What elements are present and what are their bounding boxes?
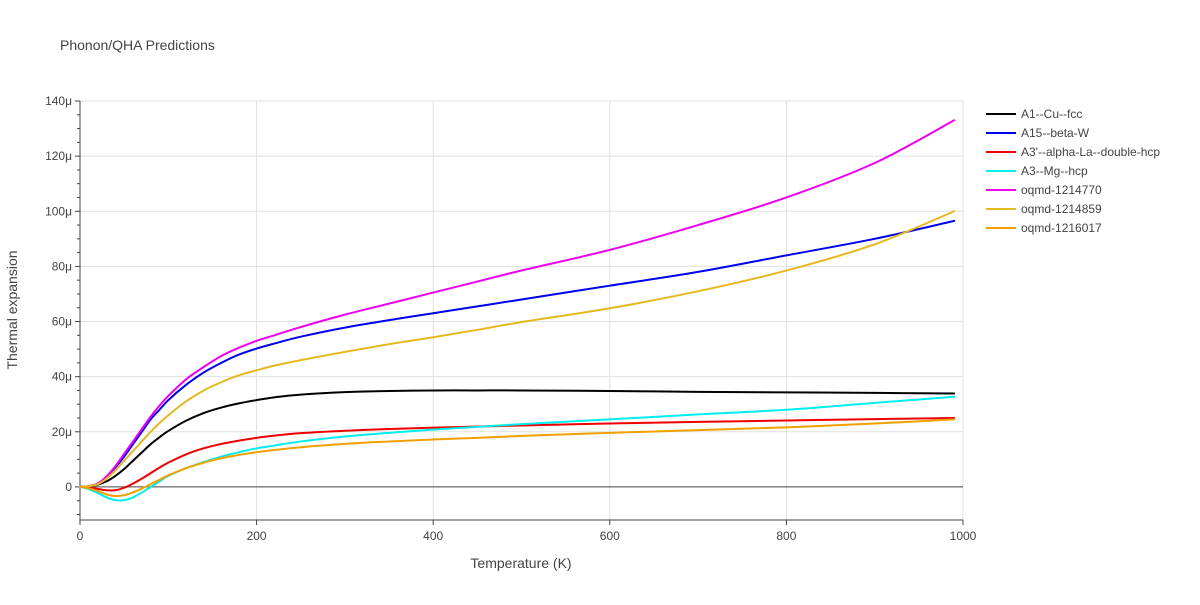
y-tick-label: 40μ	[52, 370, 72, 384]
x-tick-label: 1000	[950, 529, 977, 543]
x-tick-label: 600	[600, 529, 620, 543]
y-tick-label: 20μ	[52, 425, 72, 439]
y-tick-label: 120μ	[45, 149, 72, 163]
legend-label: A3'--alpha-La--double-hcp	[1021, 145, 1160, 159]
series-line-a3-mg-hcp[interactable]	[79, 395, 956, 502]
legend-label: A3--Mg--hcp	[1021, 164, 1088, 178]
grid-lines	[80, 100, 964, 520]
series-line-oqmd-1216017[interactable]	[79, 418, 956, 498]
legend-item[interactable]: A1--Cu--fcc	[986, 107, 1082, 121]
legend-item[interactable]: A3--Mg--hcp	[986, 164, 1088, 178]
series-line-oqmd-1214770[interactable]	[79, 119, 956, 488]
y-tick-label: 60μ	[52, 315, 72, 329]
x-tick-label: 0	[77, 529, 84, 543]
legend-item[interactable]: oqmd-1216017	[986, 221, 1102, 235]
legend-item[interactable]: oqmd-1214770	[986, 183, 1102, 197]
legend[interactable]: A1--Cu--fcc A15--beta-W A3'--alpha-La--dou…	[986, 107, 1160, 235]
y-tick-label: 140μ	[45, 94, 72, 108]
series-line-a3-alpha-la-double-hcp[interactable]	[79, 417, 956, 492]
legend-item[interactable]: A15--beta-W	[986, 126, 1090, 140]
series-line-a1-cu-fcc[interactable]	[79, 389, 956, 488]
axes: 0 200 400 600 800 1000 0 20μ 40μ 60μ 80μ 100μ 120μ 14…	[45, 94, 977, 543]
y-tick-label: 0	[65, 480, 72, 494]
legend-label: oqmd-1214770	[1021, 183, 1102, 197]
y-tick-label: 100μ	[45, 204, 72, 218]
series-line-a15-beta-w[interactable]	[79, 219, 956, 488]
legend-item[interactable]: A3'--alpha-La--double-hcp	[986, 145, 1160, 159]
x-tick-label: 200	[247, 529, 267, 543]
legend-label: A1--Cu--fcc	[1021, 107, 1082, 121]
x-axis-title: Temperature (K)	[470, 555, 571, 571]
x-tick-label: 800	[776, 529, 796, 543]
series-line-oqmd-1214859[interactable]	[79, 210, 956, 488]
legend-item[interactable]: oqmd-1214859	[986, 202, 1102, 216]
x-tick-label: 400	[423, 529, 443, 543]
y-axis-title: Thermal expansion	[4, 250, 20, 369]
legend-label: A15--beta-W	[1021, 126, 1090, 140]
legend-label: oqmd-1214859	[1021, 202, 1102, 216]
legend-label: oqmd-1216017	[1021, 221, 1102, 235]
y-tick-label: 80μ	[52, 259, 72, 273]
chart-title: Phonon/QHA Predictions	[60, 37, 215, 53]
plot-area	[79, 119, 956, 502]
